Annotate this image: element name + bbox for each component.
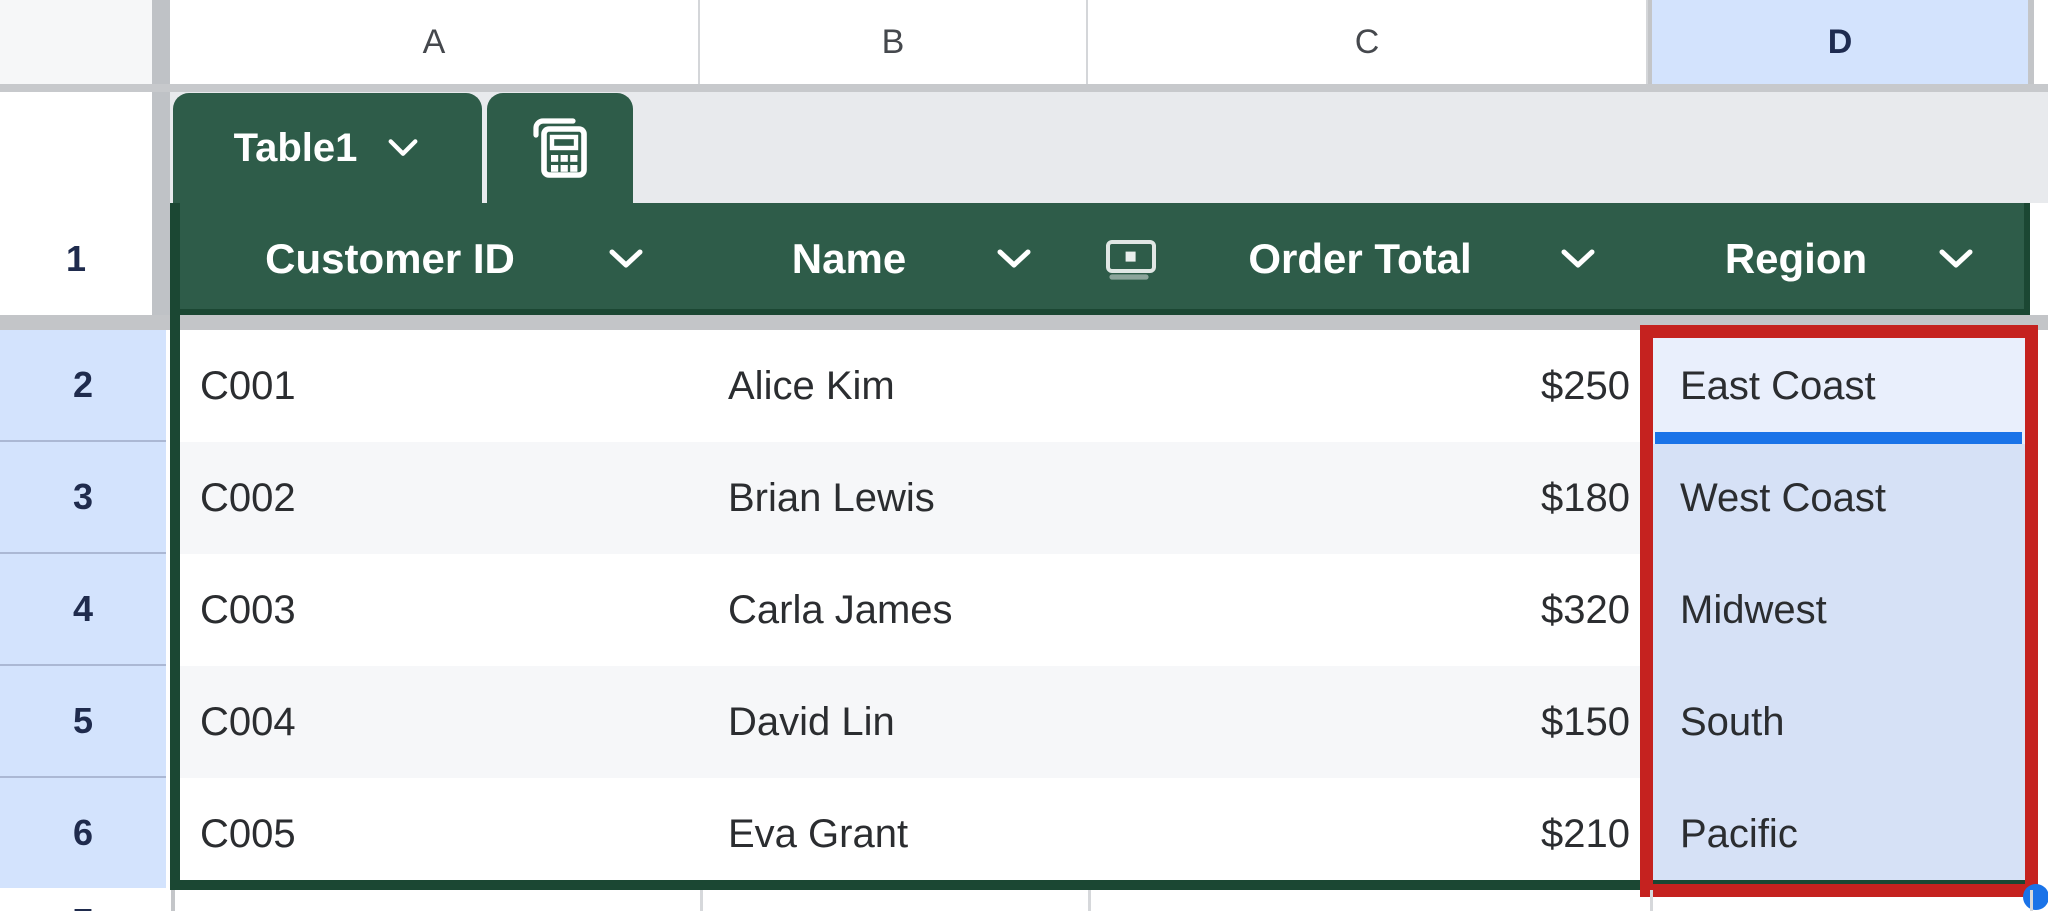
table-right-border: [2024, 203, 2030, 315]
active-cell-highlight: [1653, 338, 2025, 444]
table-name-tab[interactable]: Table1: [173, 93, 482, 203]
name-cell[interactable]: Brian Lewis: [728, 476, 935, 520]
chevron-down-icon[interactable]: [385, 136, 421, 160]
selection-fill-handle[interactable]: [2023, 884, 2048, 910]
table-header-name[interactable]: Name: [700, 203, 1088, 315]
frozen-pane-divider-vertical[interactable]: [152, 0, 170, 330]
customer-id-cell[interactable]: C005: [200, 812, 296, 856]
order-total-cell[interactable]: $250: [1541, 364, 1630, 408]
name-cell[interactable]: Carla James: [728, 588, 953, 632]
table-header-bottom-border: [170, 309, 2030, 315]
column-letter: C: [1354, 22, 1380, 61]
column-header-divider: [0, 84, 2048, 92]
row-header-6[interactable]: 6: [0, 778, 166, 888]
gridline: [171, 890, 175, 911]
chevron-down-icon[interactable]: [606, 246, 646, 272]
gridline: [1650, 890, 1653, 911]
table-bottom-border: [170, 880, 2030, 890]
active-cell-bottom-border: [1655, 432, 2022, 444]
customer-id-cell[interactable]: C004: [200, 700, 296, 744]
name-cell[interactable]: Eva Grant: [728, 812, 909, 856]
header-label: Customer ID: [265, 235, 515, 282]
column-letter: D: [1827, 22, 1853, 61]
table-name-label: Table1: [233, 125, 358, 170]
region-cell[interactable]: East Coast: [1680, 364, 1876, 408]
column-header-c[interactable]: C: [1088, 0, 1648, 84]
order-total-cell[interactable]: $320: [1541, 588, 1630, 632]
gridline: [700, 890, 703, 911]
chevron-down-icon[interactable]: [1558, 246, 1598, 272]
order-total-cell[interactable]: $150: [1541, 700, 1630, 744]
row-number: 2: [72, 364, 94, 405]
table-header-order-total[interactable]: Order Total: [1088, 203, 1652, 315]
region-cell[interactable]: South: [1680, 700, 1785, 744]
row-header-3[interactable]: 3: [0, 442, 166, 554]
table-range-calculator-icon: [527, 115, 593, 181]
selected-range-highlight: [1653, 444, 2025, 882]
row-number: 1: [65, 238, 87, 279]
order-total-cell[interactable]: $180: [1541, 476, 1630, 520]
select-all-corner[interactable]: [0, 0, 152, 84]
highlighted-range-border: [1640, 325, 2038, 897]
currency-banknote-icon: [1102, 236, 1160, 282]
row-header-2[interactable]: 2: [0, 330, 166, 442]
column-header-d-selected[interactable]: D: [1648, 0, 2034, 84]
column-letter: A: [422, 22, 446, 61]
chevron-down-icon[interactable]: [994, 246, 1034, 272]
column-header-a[interactable]: A: [170, 0, 700, 84]
gridline: [2030, 890, 2033, 911]
row-header-5[interactable]: 5: [0, 666, 166, 778]
column-letter: B: [881, 22, 905, 61]
customer-id-cell[interactable]: C001: [200, 364, 296, 408]
table-tab-band: [170, 92, 2048, 203]
row-number: 5: [72, 700, 94, 741]
row-header-1[interactable]: 1: [0, 203, 152, 315]
customer-id-cell[interactable]: C003: [200, 588, 296, 632]
name-cell[interactable]: Alice Kim: [728, 364, 895, 408]
table-range-tab[interactable]: [487, 93, 633, 203]
table-left-border: [170, 203, 180, 884]
customer-id-cell[interactable]: C002: [200, 476, 296, 520]
column-header-b[interactable]: B: [700, 0, 1088, 84]
region-cell[interactable]: Midwest: [1680, 588, 1827, 632]
table-header-customer-id[interactable]: Customer ID: [170, 203, 700, 315]
order-total-cell[interactable]: $210: [1541, 812, 1630, 856]
frozen-row-divider[interactable]: [0, 315, 2048, 330]
name-cell[interactable]: David Lin: [728, 700, 895, 744]
header-label: Order Total: [1248, 235, 1472, 282]
row-number: 6: [72, 812, 94, 853]
gridline: [1088, 890, 1091, 911]
region-cell[interactable]: West Coast: [1680, 476, 1886, 520]
row-number: 3: [72, 476, 94, 517]
row-header-4[interactable]: 4: [0, 554, 166, 666]
region-cell[interactable]: Pacific: [1680, 812, 1798, 856]
gutter-tab-band: [0, 92, 152, 203]
row-number: 4: [72, 588, 94, 629]
row-header-7[interactable]: 7: [0, 901, 166, 911]
table-header-region[interactable]: Region: [1652, 203, 2030, 315]
header-label: Name: [791, 235, 907, 282]
header-label: Region: [1724, 235, 1868, 282]
chevron-down-icon[interactable]: [1936, 246, 1976, 272]
